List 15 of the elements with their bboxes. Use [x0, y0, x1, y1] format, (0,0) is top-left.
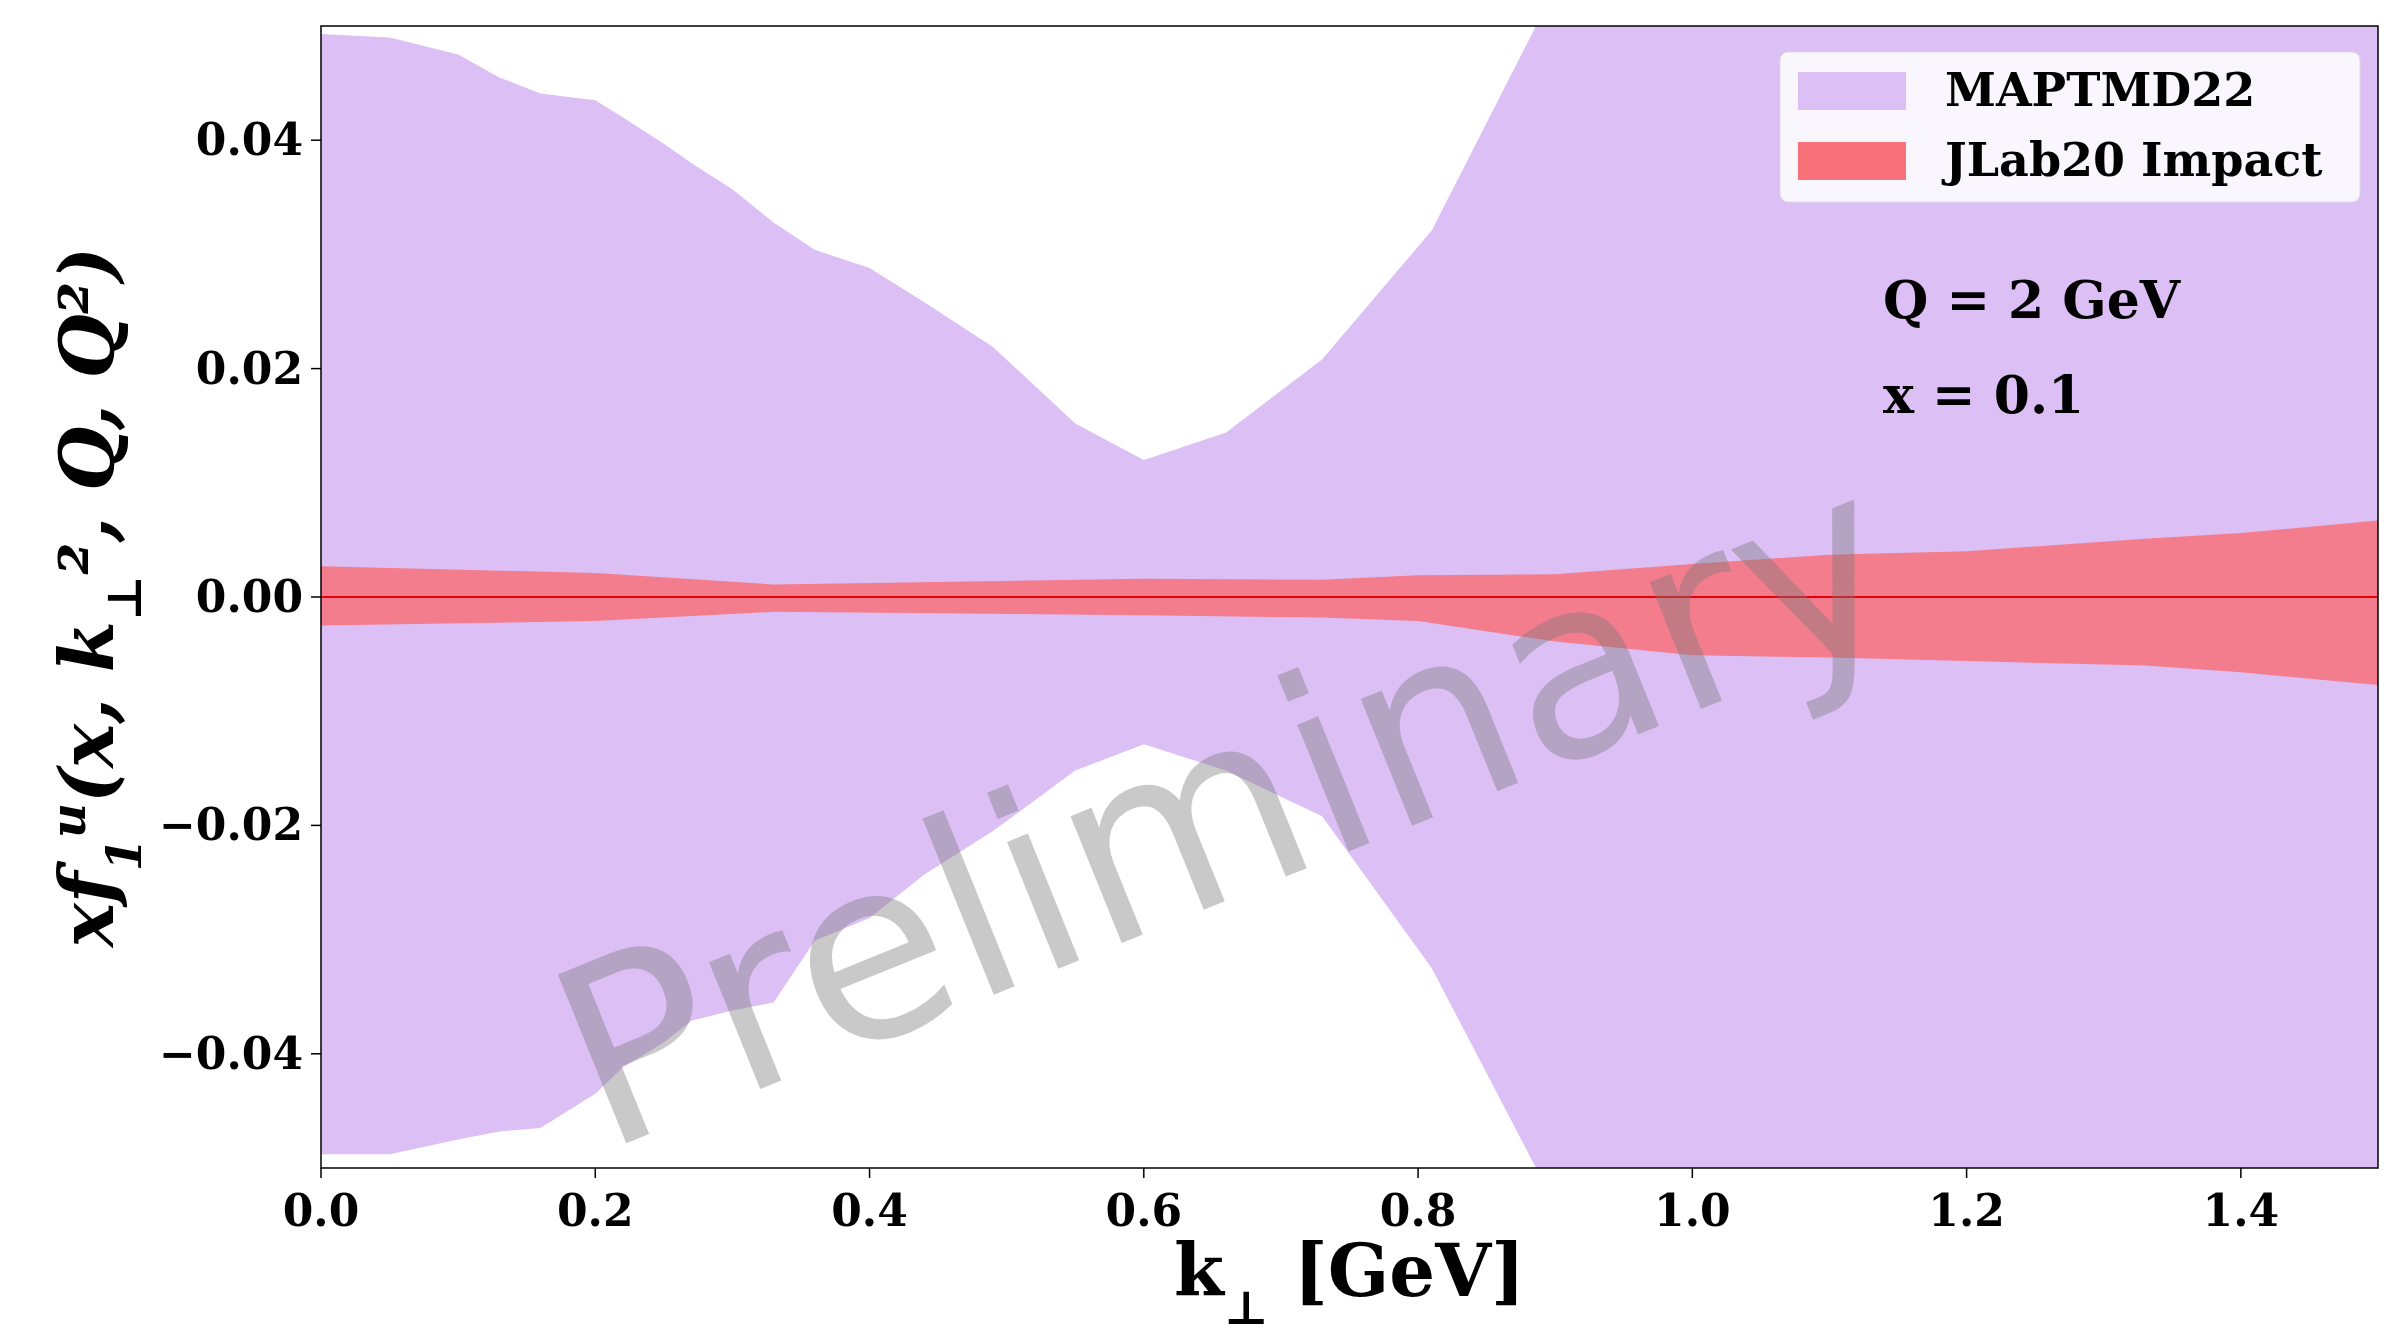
x-tick-label: 1.4: [2202, 1185, 2280, 1236]
x-tick-label: 1.0: [1654, 1185, 1731, 1236]
annotation: x = 0.1: [1883, 364, 2085, 425]
x-tick-label: 1.2: [1928, 1185, 2005, 1236]
y-tick-label: 0.00: [195, 571, 303, 622]
legend-label: MAPTMD22: [1945, 63, 2256, 117]
y-tick-label: 0.02: [195, 342, 303, 394]
y-tick-label: −0.04: [158, 1027, 303, 1079]
legend-label: JLab20 Impact: [1941, 133, 2324, 187]
y-tick-label: 0.04: [195, 114, 303, 166]
y-tick-label: −0.02: [158, 799, 303, 851]
x-tick-label: 0.2: [556, 1185, 634, 1236]
x-tick-label: 0.4: [831, 1185, 908, 1236]
annotation: Q = 2 GeV: [1883, 269, 2182, 330]
x-tick-label: 0.0: [282, 1185, 360, 1236]
